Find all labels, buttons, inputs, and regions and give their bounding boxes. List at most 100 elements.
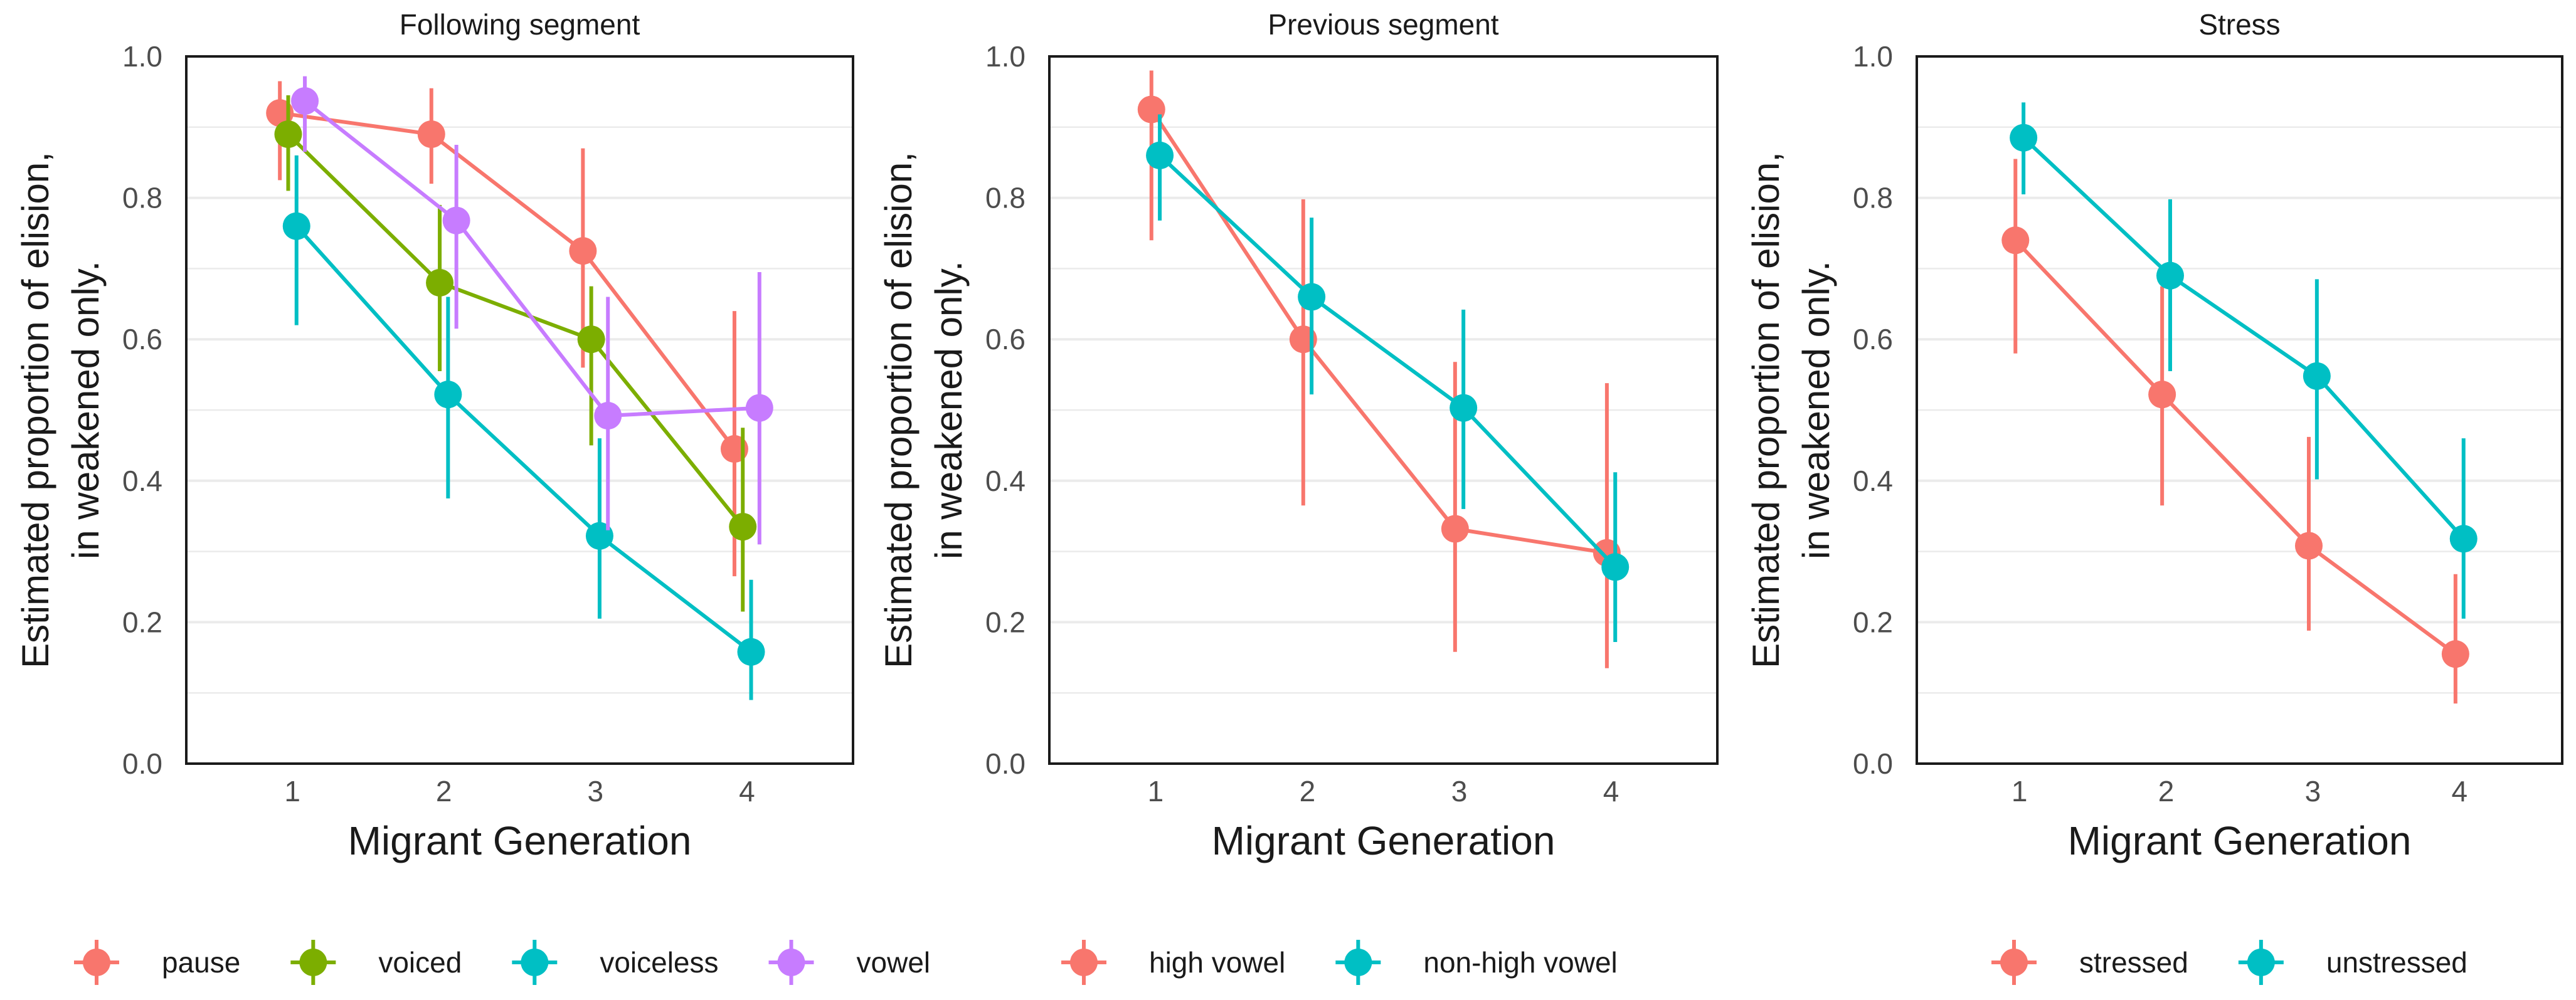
y-tick-label: 0.0 xyxy=(122,747,162,780)
legend-key-point xyxy=(2000,949,2028,976)
x-tick-label: 3 xyxy=(1451,775,1468,808)
legend-1: pause voiced voiceless vowel xyxy=(74,940,930,985)
data-point-vowel xyxy=(291,87,319,115)
legend-label: pause xyxy=(162,946,240,979)
series-line-non-high-vowel xyxy=(1158,154,1617,569)
data-point-voiceless xyxy=(737,638,765,666)
legend-label: voiceless xyxy=(600,946,718,979)
series-line-high-vowel xyxy=(1150,108,1608,555)
data-point-stressed xyxy=(2295,532,2323,560)
legend-key-point xyxy=(521,949,549,976)
data-point-high-vowel xyxy=(1441,515,1469,543)
legend-label: unstressed xyxy=(2326,946,2467,979)
data-point-unstressed xyxy=(2010,124,2038,152)
panel-border xyxy=(1048,55,1719,765)
data-point-non-high-vowel xyxy=(1601,553,1630,581)
legend-key-point xyxy=(83,949,110,976)
legend-key-point xyxy=(1070,949,1098,976)
y-tick-label: 0.8 xyxy=(985,182,1026,214)
y-tick-label: 0.4 xyxy=(1853,465,1893,497)
y-axis-label: Estimated proportion of elision, xyxy=(14,152,56,668)
legend-key xyxy=(512,940,558,985)
legend-label: voiced xyxy=(378,946,462,979)
data-point-voiceless xyxy=(434,381,462,409)
data-point-voiced xyxy=(577,325,605,354)
x-tick-label: 4 xyxy=(739,775,755,808)
x-tick-label: 2 xyxy=(436,775,452,808)
y-axis-label: Estimated proportion of elision, xyxy=(1745,152,1787,668)
y-axis-label: in weakened only. xyxy=(1795,261,1837,559)
legend-label: high vowel xyxy=(1149,946,1285,979)
legend-2: high vowel non-high vowel xyxy=(1061,940,1618,985)
panel-1: 0.0 0.2 0.4 0.6 0.8 1.0 1 2 3 4 Following segment M… xyxy=(14,8,854,863)
panel-2: 0.0 0.2 0.4 0.6 0.8 1.0 1 2 3 4 Previous segment Mi… xyxy=(877,8,1719,863)
x-tick-label: 1 xyxy=(1148,775,1164,808)
panel-title: Following segment xyxy=(400,8,640,41)
x-tick-label: 2 xyxy=(1300,775,1316,808)
y-tick-label: 0.8 xyxy=(122,182,162,214)
y-tick-label: 0.6 xyxy=(1853,323,1893,355)
panel-3: 0.0 0.2 0.4 0.6 0.8 1.0 1 2 3 4 Stress Migrant Gene… xyxy=(1745,8,2563,863)
data-point-stressed xyxy=(2148,381,2176,409)
legend-label: stressed xyxy=(2079,946,2188,979)
data-point-non-high-vowel xyxy=(1298,283,1326,311)
legend-key xyxy=(1335,940,1381,985)
y-axis-label: in weakened only. xyxy=(65,261,107,559)
legend-key xyxy=(290,940,336,985)
data-point-pause xyxy=(569,237,597,265)
y-tick-label: 0.4 xyxy=(985,465,1026,497)
x-tick-label: 3 xyxy=(2305,775,2321,808)
x-axis-label: Migrant Generation xyxy=(348,818,692,863)
x-tick-label: 4 xyxy=(1603,775,1619,808)
data-point-unstressed xyxy=(2156,261,2184,290)
x-tick-label: 1 xyxy=(2012,775,2028,808)
y-axis-label: in weakened only. xyxy=(928,261,970,559)
legend-key xyxy=(2238,940,2284,985)
series-line-voiced xyxy=(287,132,745,529)
data-point-voiced xyxy=(729,513,757,541)
legend-3: stressed unstressed xyxy=(1991,940,2467,985)
legend-label: non-high vowel xyxy=(1423,946,1617,979)
x-axis-label: Migrant Generation xyxy=(1212,818,1556,863)
data-point-non-high-vowel xyxy=(1146,141,1174,169)
x-tick-label: 2 xyxy=(2158,775,2175,808)
data-point-pause xyxy=(417,120,445,149)
legend-key xyxy=(768,940,814,985)
legend-key-point xyxy=(2247,949,2275,976)
series-line-voiceless xyxy=(295,224,753,654)
y-tick-label: 1.0 xyxy=(1853,40,1893,73)
data-point-unstressed xyxy=(2303,362,2331,390)
x-tick-label: 3 xyxy=(587,775,603,808)
y-tick-label: 0.2 xyxy=(1853,606,1893,638)
legend-key xyxy=(1991,940,2037,985)
series-line-unstressed xyxy=(2022,136,2465,540)
data-point-voiced xyxy=(426,268,454,297)
y-tick-label: 0.6 xyxy=(985,323,1026,355)
y-tick-label: 0.6 xyxy=(122,323,162,355)
x-tick-label: 1 xyxy=(284,775,300,808)
series-line-vowel xyxy=(304,99,760,418)
legend-key-point xyxy=(299,949,327,976)
y-tick-label: 1.0 xyxy=(985,40,1026,73)
y-tick-label: 0.0 xyxy=(985,747,1026,780)
legend-key xyxy=(1061,940,1106,985)
y-tick-label: 0.0 xyxy=(1853,747,1893,780)
legend-key xyxy=(74,940,119,985)
data-point-vowel xyxy=(745,394,773,422)
series-line-pause xyxy=(279,111,736,450)
y-tick-label: 0.4 xyxy=(122,465,162,497)
panel-border xyxy=(185,55,854,765)
x-axis-label: Migrant Generation xyxy=(2068,818,2412,863)
y-tick-label: 0.8 xyxy=(1853,182,1893,214)
y-tick-label: 0.2 xyxy=(122,606,162,638)
panel-title: Stress xyxy=(2198,8,2280,41)
legend-label: vowel xyxy=(857,946,931,979)
data-point-vowel xyxy=(594,402,622,430)
panel-border xyxy=(1916,55,2563,765)
data-point-stressed xyxy=(2001,226,2030,255)
data-point-voiceless xyxy=(282,212,310,240)
y-tick-label: 0.2 xyxy=(985,606,1026,638)
y-tick-label: 1.0 xyxy=(122,40,162,73)
data-point-stressed xyxy=(2441,640,2469,668)
